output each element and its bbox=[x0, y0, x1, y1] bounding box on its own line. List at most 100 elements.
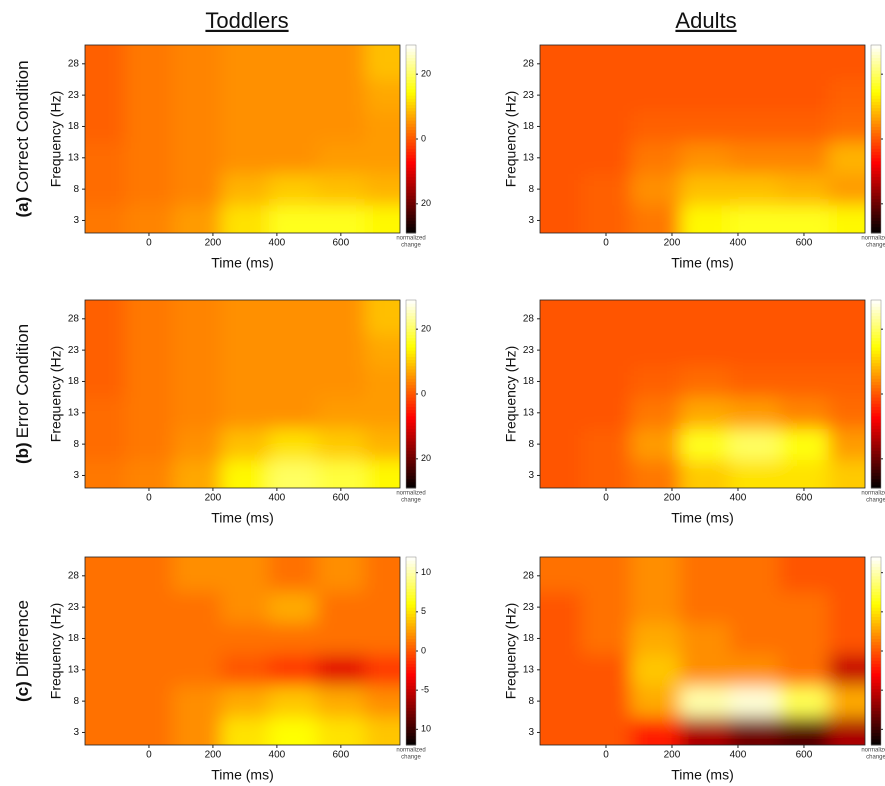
colorbar-step bbox=[406, 315, 416, 320]
colorbar-step bbox=[406, 331, 416, 335]
colorbar-step bbox=[871, 660, 881, 665]
colorbar-step bbox=[871, 701, 881, 705]
colorbar-step bbox=[406, 400, 416, 404]
colorbar-step bbox=[871, 415, 881, 420]
heatmap-cell bbox=[85, 622, 126, 655]
colorbar-step bbox=[871, 582, 881, 586]
heatmap-cell bbox=[220, 365, 270, 398]
heatmap-cell bbox=[268, 716, 318, 745]
colorbar-label: change bbox=[401, 243, 421, 249]
colorbar-step bbox=[871, 462, 881, 467]
colorbar-step bbox=[406, 151, 416, 156]
heatmap-cell bbox=[630, 334, 681, 367]
heatmap-cell bbox=[581, 685, 632, 718]
x-tick-label: 600 bbox=[332, 750, 349, 761]
heatmap-cell bbox=[729, 365, 780, 398]
colorbar-step bbox=[406, 157, 416, 162]
colorbar-step bbox=[406, 51, 416, 55]
heatmap-cell bbox=[680, 428, 731, 461]
colorbar-step bbox=[871, 644, 881, 649]
colorbar-step bbox=[871, 394, 881, 398]
colorbar-step bbox=[406, 88, 416, 93]
colorbar-step bbox=[871, 350, 881, 354]
colorbar-step bbox=[406, 132, 416, 137]
colorbar-step bbox=[871, 625, 881, 630]
colorbar-step bbox=[406, 481, 416, 486]
colorbar-step bbox=[871, 60, 881, 65]
colorbar-step bbox=[406, 192, 416, 196]
colorbar-step bbox=[871, 186, 881, 190]
y-tick-label: 23 bbox=[68, 345, 80, 356]
colorbar-step bbox=[406, 412, 416, 417]
colorbar-step bbox=[871, 148, 881, 153]
heatmap-cell bbox=[828, 654, 865, 686]
y-tick-label: 8 bbox=[73, 696, 79, 707]
heatmap-cell bbox=[828, 79, 865, 112]
heatmap-cell bbox=[630, 300, 681, 335]
colorbar-step bbox=[406, 204, 416, 209]
colorbar-step bbox=[406, 688, 416, 693]
colorbar-step bbox=[406, 356, 416, 361]
colorbar-step bbox=[871, 456, 881, 461]
heatmap-cell bbox=[268, 428, 318, 461]
colorbar-step bbox=[871, 132, 881, 137]
colorbar-step bbox=[406, 572, 416, 577]
colorbar-step bbox=[406, 604, 416, 608]
colorbar-step bbox=[871, 425, 881, 429]
heatmap-cell bbox=[364, 45, 400, 80]
heatmap-cell bbox=[364, 142, 400, 174]
colorbar-step bbox=[406, 625, 416, 630]
colorbar-step bbox=[871, 356, 881, 361]
heatmap-cell bbox=[779, 142, 830, 174]
y-tick-label: 3 bbox=[73, 470, 79, 481]
heatmap-cell bbox=[268, 110, 318, 143]
colorbar-label: change bbox=[866, 498, 885, 504]
heatmap-cell bbox=[630, 428, 681, 461]
colorbar-step bbox=[871, 406, 881, 411]
x-tick-label: 200 bbox=[205, 493, 222, 504]
colorbar-step bbox=[871, 607, 881, 611]
colorbar-step bbox=[406, 654, 416, 658]
colorbar-step bbox=[406, 340, 416, 345]
row-label: (a) Correct Condition bbox=[13, 60, 32, 217]
heatmap-cells bbox=[540, 45, 865, 233]
colorbar-step bbox=[406, 707, 416, 712]
heatmap-cell bbox=[124, 716, 174, 745]
heatmap-cell bbox=[268, 654, 318, 686]
y-tick-label: 18 bbox=[523, 376, 535, 387]
heatmap-cell bbox=[680, 654, 731, 686]
colorbar-step bbox=[406, 441, 416, 445]
colorbar-step bbox=[871, 594, 881, 599]
colorbar-step bbox=[871, 409, 881, 414]
colorbar-step bbox=[406, 651, 416, 655]
colorbar-step bbox=[871, 207, 881, 212]
heatmap-cell bbox=[316, 300, 366, 335]
heatmap-cell bbox=[364, 204, 400, 233]
colorbar-step bbox=[871, 362, 881, 367]
colorbar-step bbox=[406, 710, 416, 715]
colorbar-step bbox=[871, 110, 881, 115]
heatmap-cell bbox=[680, 397, 731, 429]
heatmap-cell bbox=[220, 622, 270, 655]
colorbar-step bbox=[406, 456, 416, 461]
heatmap-cell bbox=[729, 459, 780, 488]
heatmap-cell bbox=[581, 110, 632, 143]
colorbar-step bbox=[406, 368, 416, 373]
heatmap-cell bbox=[316, 557, 366, 592]
heatmap-cell bbox=[316, 79, 366, 112]
heatmap-cell bbox=[779, 428, 830, 461]
colorbar-step bbox=[406, 220, 416, 225]
heatmap-cell bbox=[581, 716, 632, 745]
x-tick-label: 0 bbox=[603, 493, 609, 504]
heatmap-cell bbox=[316, 622, 366, 655]
colorbar-step bbox=[871, 688, 881, 693]
colorbar-step bbox=[406, 73, 416, 77]
heatmap-cell bbox=[581, 142, 632, 174]
heatmap-cell bbox=[85, 79, 126, 112]
row-letter: (c) bbox=[13, 681, 32, 702]
y-tick-label: 8 bbox=[73, 184, 79, 195]
heatmap-cell bbox=[85, 45, 126, 80]
heatmap-cell bbox=[364, 716, 400, 745]
heatmap-cell bbox=[85, 654, 126, 686]
x-axis-label: Time (ms) bbox=[671, 767, 733, 783]
